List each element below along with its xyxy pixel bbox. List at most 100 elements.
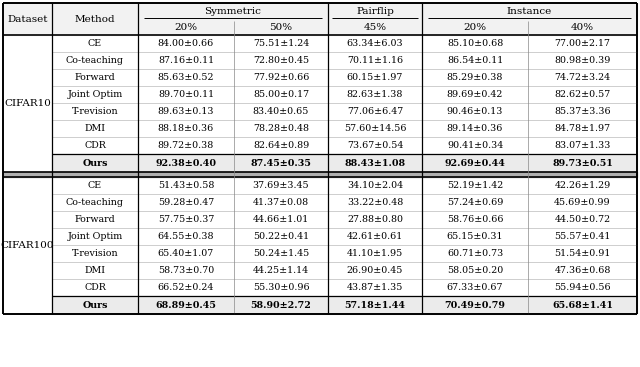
Text: 52.19±1.42: 52.19±1.42 <box>447 181 503 190</box>
Text: 89.72±0.38: 89.72±0.38 <box>158 141 214 150</box>
Text: 34.10±2.04: 34.10±2.04 <box>347 181 403 190</box>
Text: 85.10±0.68: 85.10±0.68 <box>447 39 503 48</box>
Text: 92.69±0.44: 92.69±0.44 <box>445 159 506 167</box>
Text: 40%: 40% <box>571 23 594 33</box>
Text: 43.87±1.35: 43.87±1.35 <box>347 283 403 292</box>
Text: 89.69±0.42: 89.69±0.42 <box>447 90 503 99</box>
Text: 60.15±1.97: 60.15±1.97 <box>347 73 403 82</box>
Text: 63.34±6.03: 63.34±6.03 <box>347 39 403 48</box>
Text: 57.18±1.44: 57.18±1.44 <box>344 301 406 309</box>
Text: 82.62±0.57: 82.62±0.57 <box>554 90 611 99</box>
Text: 82.63±1.38: 82.63±1.38 <box>347 90 403 99</box>
Text: Forward: Forward <box>75 215 115 224</box>
Text: 75.51±1.24: 75.51±1.24 <box>253 39 309 48</box>
Text: 37.69±3.45: 37.69±3.45 <box>253 181 309 190</box>
Text: 51.54±0.91: 51.54±0.91 <box>554 249 611 258</box>
Text: 89.14±0.36: 89.14±0.36 <box>447 124 503 133</box>
Text: 89.73±0.51: 89.73±0.51 <box>552 159 613 167</box>
Text: Instance: Instance <box>507 7 552 17</box>
Text: 50.22±0.41: 50.22±0.41 <box>253 232 309 241</box>
Text: Joint Optim: Joint Optim <box>67 232 123 241</box>
Text: 80.98±0.39: 80.98±0.39 <box>554 56 611 65</box>
Text: 27.88±0.80: 27.88±0.80 <box>347 215 403 224</box>
Text: 82.64±0.89: 82.64±0.89 <box>253 141 309 150</box>
Text: 55.94±0.56: 55.94±0.56 <box>554 283 611 292</box>
Text: 60.71±0.73: 60.71±0.73 <box>447 249 503 258</box>
Text: CIFAR100: CIFAR100 <box>1 241 54 250</box>
Text: 58.76±0.66: 58.76±0.66 <box>447 215 503 224</box>
Text: 44.66±1.01: 44.66±1.01 <box>253 215 309 224</box>
Text: 74.72±3.24: 74.72±3.24 <box>554 73 611 82</box>
Text: 89.63±0.13: 89.63±0.13 <box>157 107 214 116</box>
Text: 70.49±0.79: 70.49±0.79 <box>445 301 506 309</box>
Text: CE: CE <box>88 39 102 48</box>
Text: Method: Method <box>75 15 115 23</box>
Text: 42.61±0.61: 42.61±0.61 <box>347 232 403 241</box>
Text: Forward: Forward <box>75 73 115 82</box>
Text: 51.43±0.58: 51.43±0.58 <box>158 181 214 190</box>
Text: Pairflip: Pairflip <box>356 7 394 17</box>
Text: 77.06±6.47: 77.06±6.47 <box>347 107 403 116</box>
Text: Co-teaching: Co-teaching <box>66 56 124 65</box>
Text: 65.68±1.41: 65.68±1.41 <box>552 301 613 309</box>
Text: 20%: 20% <box>175 23 198 33</box>
Text: 66.52±0.24: 66.52±0.24 <box>158 283 214 292</box>
Text: 26.90±0.45: 26.90±0.45 <box>347 266 403 275</box>
Text: 78.28±0.48: 78.28±0.48 <box>253 124 309 133</box>
Text: 44.25±1.14: 44.25±1.14 <box>253 266 309 275</box>
Text: CDR: CDR <box>84 141 106 150</box>
Text: 33.22±0.48: 33.22±0.48 <box>347 198 403 207</box>
Text: 57.75±0.37: 57.75±0.37 <box>158 215 214 224</box>
Text: 85.29±0.38: 85.29±0.38 <box>447 73 503 82</box>
Text: Symmetric: Symmetric <box>205 7 261 17</box>
Text: 57.60±14.56: 57.60±14.56 <box>344 124 406 133</box>
Text: 85.00±0.17: 85.00±0.17 <box>253 90 309 99</box>
Text: 89.70±0.11: 89.70±0.11 <box>158 90 214 99</box>
Text: 45.69±0.99: 45.69±0.99 <box>554 198 611 207</box>
Text: 44.50±0.72: 44.50±0.72 <box>554 215 611 224</box>
Text: 83.40±0.65: 83.40±0.65 <box>253 107 309 116</box>
Text: 87.45±0.35: 87.45±0.35 <box>251 159 312 167</box>
Text: 77.92±0.66: 77.92±0.66 <box>253 73 309 82</box>
Text: 73.67±0.54: 73.67±0.54 <box>347 141 403 150</box>
Text: 41.10±1.95: 41.10±1.95 <box>347 249 403 258</box>
Text: 41.37±0.08: 41.37±0.08 <box>253 198 309 207</box>
Text: 65.15±0.31: 65.15±0.31 <box>447 232 503 241</box>
Text: 85.63±0.52: 85.63±0.52 <box>157 73 214 82</box>
Text: 84.00±0.66: 84.00±0.66 <box>158 39 214 48</box>
Text: 67.33±0.67: 67.33±0.67 <box>447 283 503 292</box>
Text: 59.28±0.47: 59.28±0.47 <box>158 198 214 207</box>
Text: 72.80±0.45: 72.80±0.45 <box>253 56 309 65</box>
Text: 42.26±1.29: 42.26±1.29 <box>554 181 611 190</box>
Text: Ours: Ours <box>83 159 108 167</box>
Text: 88.18±0.36: 88.18±0.36 <box>158 124 214 133</box>
Text: 68.89±0.45: 68.89±0.45 <box>156 301 216 309</box>
Text: CE: CE <box>88 181 102 190</box>
Text: 88.43±1.08: 88.43±1.08 <box>344 159 406 167</box>
Text: DMI: DMI <box>84 266 106 275</box>
Text: 58.73±0.70: 58.73±0.70 <box>158 266 214 275</box>
Text: 84.78±1.97: 84.78±1.97 <box>554 124 611 133</box>
Text: 85.37±3.36: 85.37±3.36 <box>554 107 611 116</box>
Text: 77.00±2.17: 77.00±2.17 <box>554 39 611 48</box>
Text: 47.36±0.68: 47.36±0.68 <box>554 266 611 275</box>
Text: Dataset: Dataset <box>7 15 48 23</box>
Text: Joint Optim: Joint Optim <box>67 90 123 99</box>
Text: 58.05±0.20: 58.05±0.20 <box>447 266 503 275</box>
Text: 55.30±0.96: 55.30±0.96 <box>253 283 309 292</box>
Text: 64.55±0.38: 64.55±0.38 <box>157 232 214 241</box>
Text: 50.24±1.45: 50.24±1.45 <box>253 249 309 258</box>
Text: 92.38±0.40: 92.38±0.40 <box>156 159 216 167</box>
Text: CDR: CDR <box>84 283 106 292</box>
Text: 65.40±1.07: 65.40±1.07 <box>158 249 214 258</box>
Text: Ours: Ours <box>83 301 108 309</box>
Text: T-revision: T-revision <box>72 249 118 258</box>
Text: 90.41±0.34: 90.41±0.34 <box>447 141 503 150</box>
Text: 50%: 50% <box>269 23 292 33</box>
Text: 90.46±0.13: 90.46±0.13 <box>447 107 503 116</box>
Text: T-revision: T-revision <box>72 107 118 116</box>
Text: 20%: 20% <box>463 23 486 33</box>
Text: 57.24±0.69: 57.24±0.69 <box>447 198 503 207</box>
Text: 83.07±1.33: 83.07±1.33 <box>554 141 611 150</box>
Text: 86.54±0.11: 86.54±0.11 <box>447 56 503 65</box>
